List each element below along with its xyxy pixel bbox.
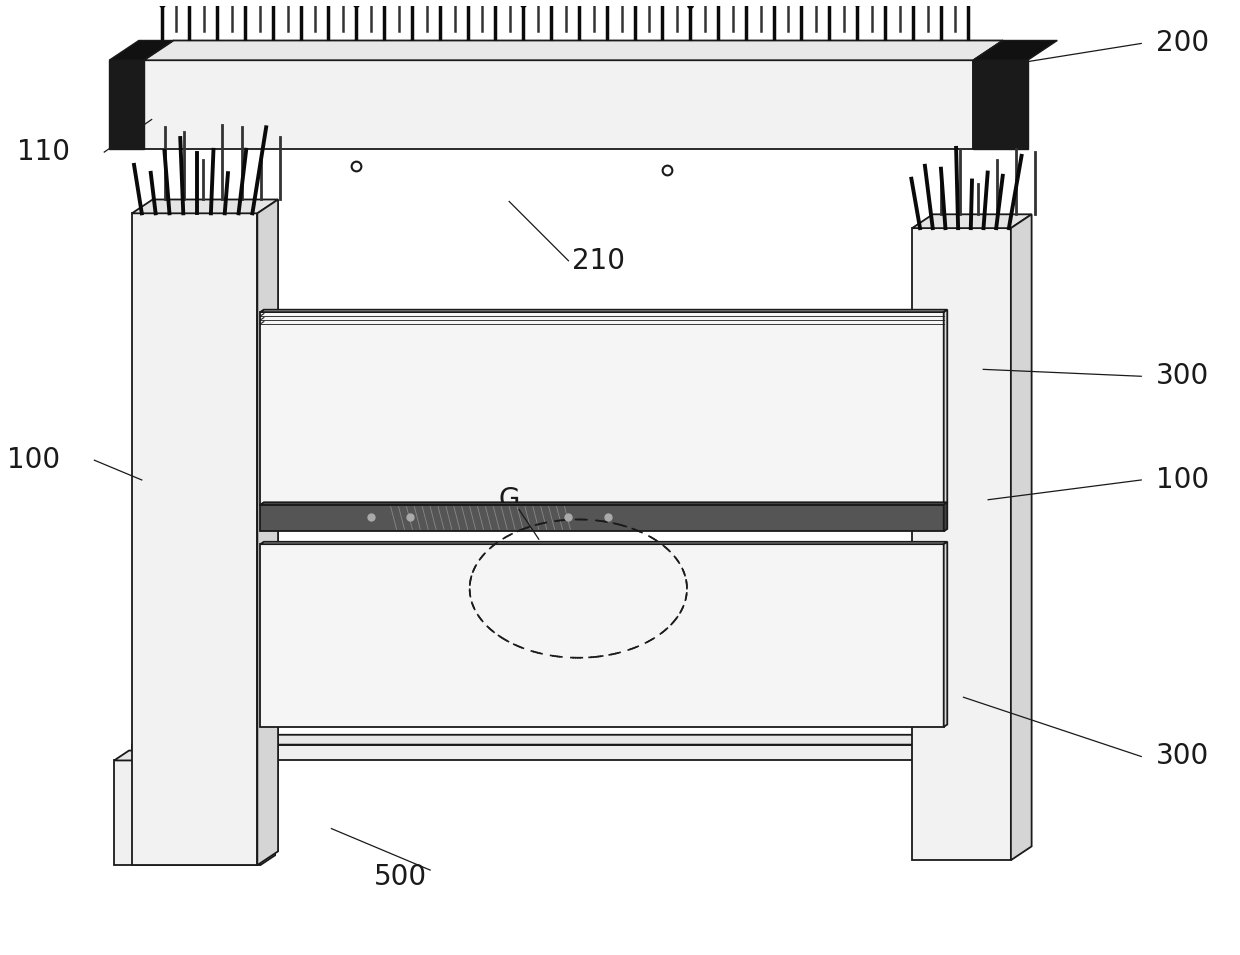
Polygon shape bbox=[144, 40, 1003, 60]
Polygon shape bbox=[944, 309, 947, 504]
Polygon shape bbox=[114, 751, 275, 760]
Polygon shape bbox=[260, 502, 947, 504]
Polygon shape bbox=[131, 213, 258, 865]
Polygon shape bbox=[260, 544, 944, 727]
Text: 300: 300 bbox=[1156, 362, 1209, 391]
Polygon shape bbox=[260, 312, 944, 504]
Polygon shape bbox=[913, 228, 1011, 860]
Polygon shape bbox=[114, 760, 260, 865]
Text: 200: 200 bbox=[1156, 30, 1209, 57]
Polygon shape bbox=[131, 745, 941, 760]
Text: 110: 110 bbox=[16, 138, 69, 166]
Polygon shape bbox=[1011, 214, 1032, 860]
Polygon shape bbox=[109, 40, 174, 60]
Polygon shape bbox=[260, 541, 947, 544]
Polygon shape bbox=[260, 504, 944, 531]
Polygon shape bbox=[260, 751, 275, 865]
Polygon shape bbox=[941, 734, 956, 760]
Text: 210: 210 bbox=[572, 246, 625, 275]
Polygon shape bbox=[944, 541, 947, 727]
Text: 500: 500 bbox=[374, 863, 427, 891]
Text: 100: 100 bbox=[6, 446, 60, 475]
Polygon shape bbox=[944, 502, 947, 531]
Polygon shape bbox=[131, 200, 278, 213]
Polygon shape bbox=[258, 200, 278, 865]
Polygon shape bbox=[260, 309, 947, 312]
Polygon shape bbox=[109, 60, 144, 149]
Polygon shape bbox=[973, 60, 1028, 149]
Polygon shape bbox=[973, 40, 1058, 60]
Polygon shape bbox=[144, 60, 973, 149]
Polygon shape bbox=[973, 40, 1003, 149]
Text: 300: 300 bbox=[1156, 742, 1209, 771]
Text: G: G bbox=[498, 486, 520, 514]
Text: 100: 100 bbox=[1156, 466, 1209, 494]
Polygon shape bbox=[913, 214, 1032, 228]
Polygon shape bbox=[131, 734, 956, 745]
